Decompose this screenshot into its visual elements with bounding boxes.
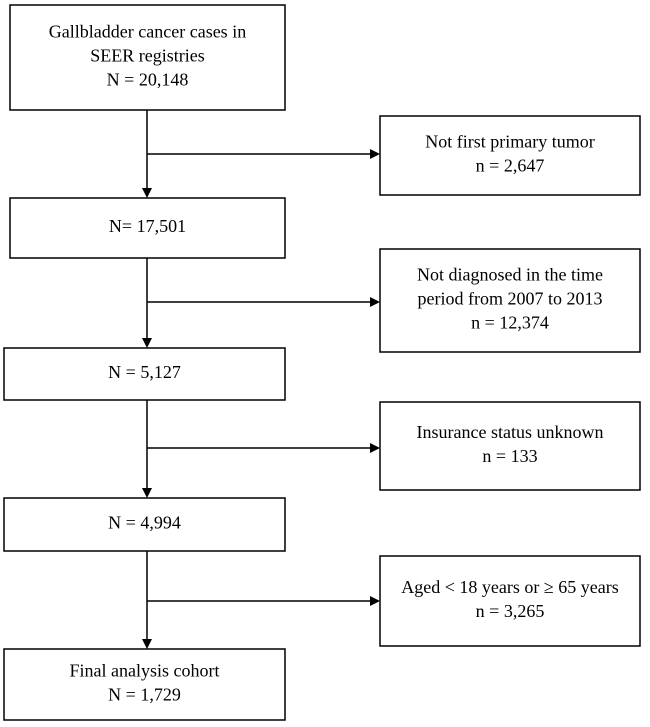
- box-text: Final analysis cohort: [70, 661, 220, 681]
- exclusion-box: [379, 115, 641, 196]
- connectors: [142, 110, 380, 649]
- box-text: SEER registries: [90, 46, 205, 66]
- box-text: N= 17,501: [109, 216, 186, 236]
- box-text: Gallbladder cancer cases in: [49, 22, 246, 42]
- exclusion-box: [379, 248, 641, 353]
- box-text: N = 4,994: [108, 513, 181, 533]
- box-text: n = 2,647: [476, 156, 545, 176]
- arrowhead: [370, 297, 380, 307]
- box-text: Not diagnosed in the time: [417, 265, 603, 285]
- box-text: n = 12,374: [471, 313, 549, 333]
- exclusion-box: [379, 401, 641, 491]
- box-text: Not first primary tumor: [425, 132, 594, 152]
- arrowhead: [370, 596, 380, 606]
- arrowhead: [370, 443, 380, 453]
- box-text: n = 133: [482, 446, 537, 466]
- arrowhead: [142, 338, 152, 348]
- box-text: Insurance status unknown: [417, 422, 604, 442]
- box-text: N = 20,148: [107, 70, 189, 90]
- exclusion-box: [379, 555, 641, 647]
- box-text: N = 5,127: [108, 362, 181, 382]
- step-box: [9, 197, 286, 259]
- box-text: n = 3,265: [476, 601, 545, 621]
- arrowhead: [142, 639, 152, 649]
- step-box: [3, 497, 286, 552]
- box-text: N = 1,729: [108, 685, 181, 705]
- arrowhead: [142, 188, 152, 198]
- step-box: [3, 347, 286, 401]
- arrowhead: [370, 149, 380, 159]
- box-text: period from 2007 to 2013: [418, 289, 603, 309]
- box-text: Aged < 18 years or ≥ 65 years: [401, 577, 618, 597]
- step-box: [9, 4, 286, 111]
- arrowhead: [142, 488, 152, 498]
- step-box: [3, 648, 286, 721]
